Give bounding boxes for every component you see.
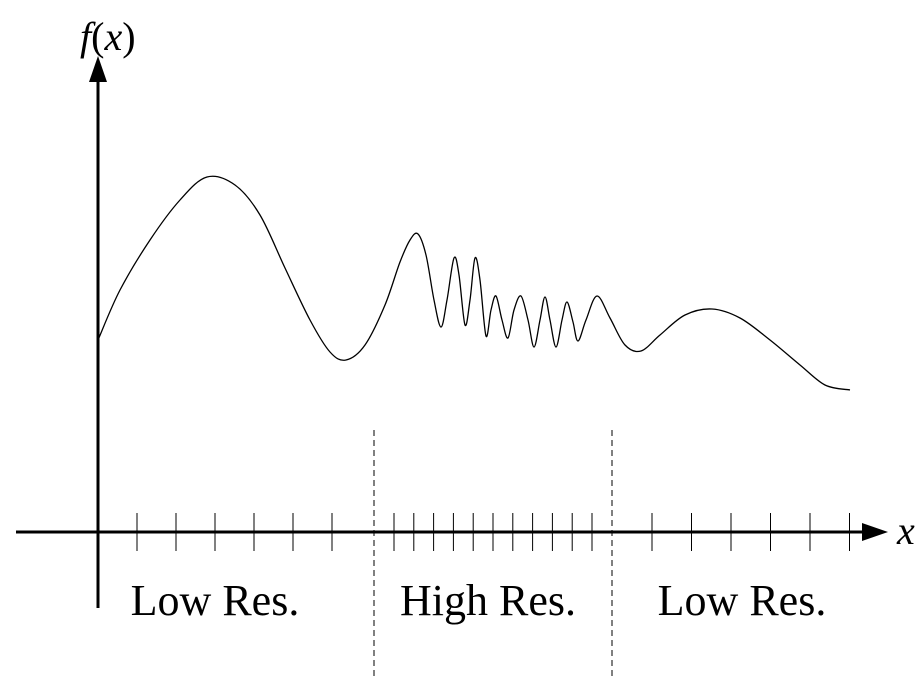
tick-marks (136, 513, 850, 551)
region-label-high: High Res. (400, 576, 576, 625)
x-axis-label: x (896, 508, 915, 553)
x-axis-arrowhead (862, 523, 888, 541)
region-label-low-right: Low Res. (658, 576, 827, 625)
y-axis-arrowhead (89, 56, 107, 82)
y-axis-label: f(x) (80, 14, 136, 59)
function-curve (97, 175, 851, 391)
region-label-low-left: Low Res. (131, 576, 300, 625)
